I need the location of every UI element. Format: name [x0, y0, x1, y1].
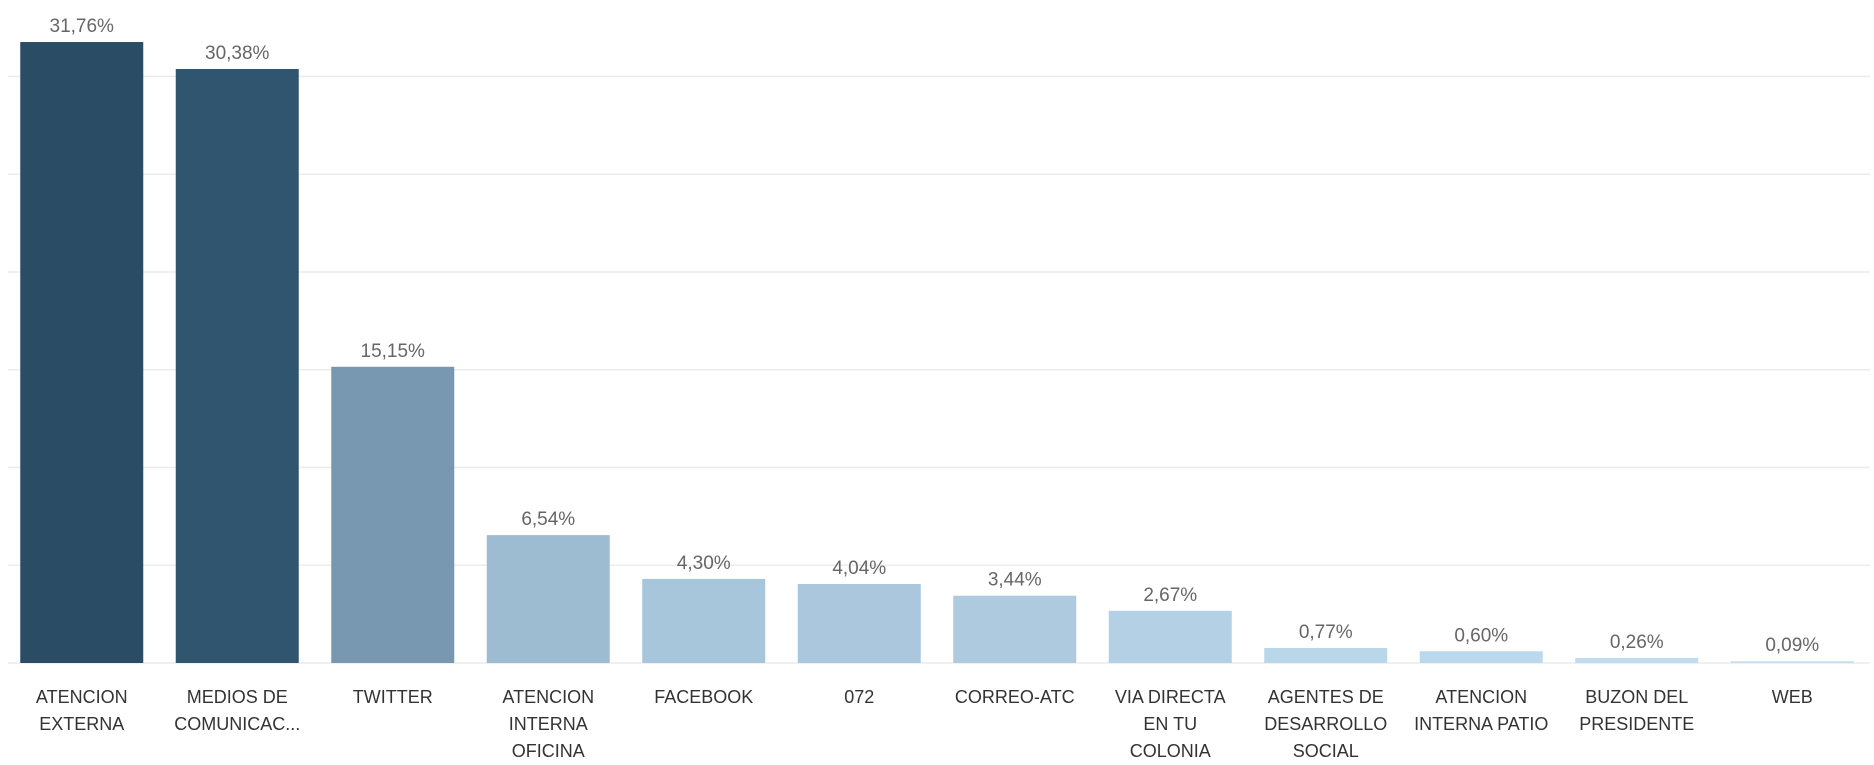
x-tick-label: ATENCION INTERNA PATIO [1414, 687, 1549, 734]
data-label: 4,04% [832, 558, 886, 579]
x-tick-label: MEDIOS DE COMUNICAC... [174, 687, 301, 734]
x-tick-label: BUZON DEL PRESIDENTE [1579, 687, 1695, 734]
bar [1108, 610, 1232, 663]
x-tick-label: ATENCION EXTERNA [35, 687, 128, 734]
data-label: 0,26% [1610, 632, 1664, 653]
bar [486, 535, 610, 663]
bar [1575, 657, 1699, 663]
data-label: 6,54% [521, 509, 575, 530]
bar [20, 42, 144, 664]
x-tick-label: ATENCION INTERNA OFICINA [502, 687, 595, 761]
bar [953, 595, 1077, 663]
data-label: 4,30% [677, 553, 731, 574]
bar [797, 584, 921, 663]
bar [642, 578, 766, 663]
x-tick-label: 072 [844, 687, 875, 707]
x-tick-label: FACEBOOK [654, 687, 754, 707]
bar [1264, 647, 1388, 663]
x-tick-label: VIA DIRECTA EN TU COLONIA [1114, 687, 1226, 761]
data-label: 3,44% [988, 570, 1042, 591]
x-tick-label: CORREO-ATC [954, 687, 1075, 707]
data-label: 2,67% [1143, 585, 1197, 606]
x-tick-label: TWITTER [352, 687, 433, 707]
data-label: 0,60% [1454, 625, 1508, 646]
x-tick-label: AGENTES DE DESARROLLO SOCIAL [1264, 687, 1388, 761]
data-label: 0,77% [1299, 622, 1353, 643]
data-label: 30,38% [205, 43, 270, 64]
x-tick-label: WEB [1771, 687, 1813, 707]
bar [175, 69, 299, 663]
bar [1419, 651, 1543, 663]
bar [331, 366, 455, 663]
data-label: 15,15% [361, 341, 426, 362]
data-label: 31,76% [50, 16, 115, 37]
data-label: 0,09% [1765, 635, 1819, 656]
bar [1730, 661, 1854, 663]
